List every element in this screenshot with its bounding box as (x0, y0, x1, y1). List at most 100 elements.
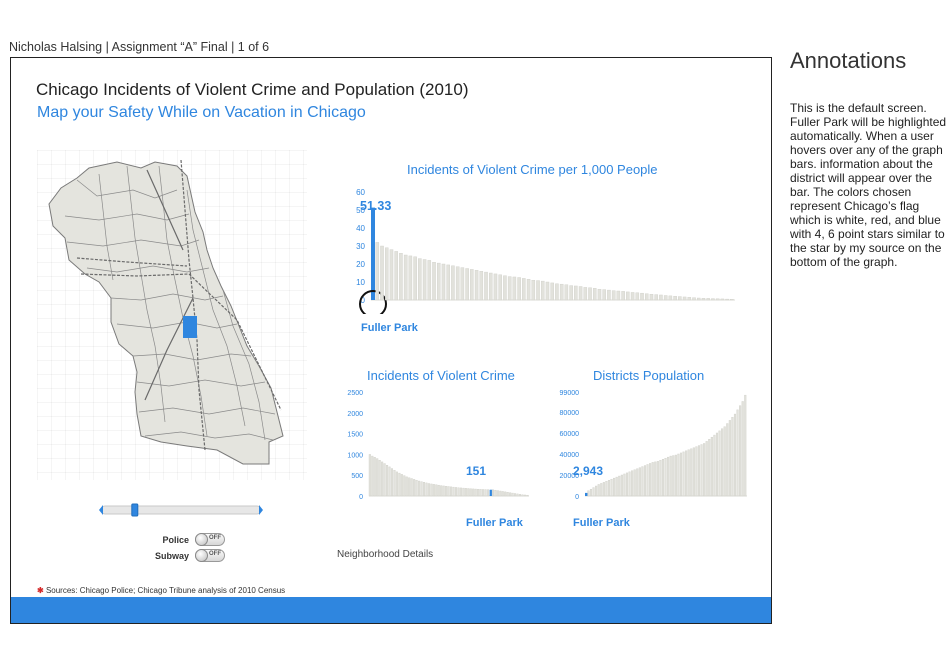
bar-52[interactable] (718, 430, 721, 497)
bar-62[interactable] (744, 394, 747, 497)
bar-60[interactable] (739, 405, 742, 497)
bar-27[interactable] (654, 461, 657, 497)
bar-59[interactable] (514, 493, 517, 497)
bar-15[interactable] (623, 473, 626, 497)
bar-45[interactable] (700, 444, 703, 497)
bar-52[interactable] (496, 490, 499, 497)
bar-22[interactable] (422, 482, 426, 497)
bar-10[interactable] (610, 478, 613, 497)
bar-33[interactable] (526, 279, 531, 301)
bar-45[interactable] (479, 489, 482, 497)
bar-42[interactable] (692, 447, 695, 497)
bar-31[interactable] (517, 277, 521, 301)
bar-7[interactable] (403, 254, 408, 301)
bar-61[interactable] (741, 401, 744, 497)
bar-5[interactable] (394, 251, 398, 301)
bar-8[interactable] (388, 466, 391, 497)
slider-track[interactable] (100, 505, 262, 515)
bar-6[interactable] (383, 463, 386, 497)
bar-17[interactable] (628, 471, 631, 497)
slider-left-cap-icon[interactable] (99, 505, 103, 515)
chicago-map[interactable] (37, 150, 307, 480)
bar-44[interactable] (578, 286, 583, 301)
bar-23[interactable] (643, 465, 647, 497)
bar-60[interactable] (516, 493, 519, 497)
bar-38[interactable] (462, 487, 465, 497)
bar-46[interactable] (703, 443, 706, 497)
map-city-outline[interactable] (48, 161, 284, 465)
bar-6[interactable] (399, 252, 403, 301)
bar-54[interactable] (501, 491, 504, 497)
bar-46[interactable] (588, 287, 592, 301)
bar-62[interactable] (663, 295, 668, 301)
bar-32[interactable] (522, 278, 526, 301)
bar-20[interactable] (465, 268, 469, 301)
bar-43[interactable] (695, 446, 698, 497)
bar-25[interactable] (488, 272, 493, 301)
bar-37[interactable] (545, 281, 550, 301)
bar-13[interactable] (400, 474, 403, 497)
bar-24[interactable] (484, 271, 488, 301)
bar-21[interactable] (470, 269, 474, 301)
timeline-slider[interactable] (97, 501, 265, 519)
slider-thumb[interactable] (131, 503, 139, 517)
bar-7[interactable] (386, 465, 389, 497)
bar-42[interactable] (569, 285, 573, 301)
bar-11[interactable] (422, 259, 427, 301)
bar-67[interactable] (687, 297, 692, 301)
bar-55[interactable] (630, 292, 635, 301)
bar-26[interactable] (493, 273, 498, 301)
bar-23[interactable] (479, 270, 484, 301)
bar-53[interactable] (499, 490, 502, 497)
bar-41[interactable] (469, 488, 472, 497)
bar-17[interactable] (410, 478, 413, 497)
bar-59[interactable] (736, 409, 739, 497)
bar-57[interactable] (731, 417, 734, 497)
bar-4[interactable] (389, 249, 394, 301)
bar-27[interactable] (498, 274, 502, 301)
bar-3[interactable] (384, 247, 389, 301)
bar-7[interactable] (602, 482, 605, 497)
bar-19[interactable] (460, 267, 465, 301)
bar-35[interactable] (454, 487, 458, 497)
bar-28[interactable] (437, 484, 440, 497)
bar-64[interactable] (673, 296, 677, 301)
bar-71[interactable] (706, 298, 710, 301)
bar-31[interactable] (445, 486, 448, 497)
bar-32[interactable] (447, 486, 450, 497)
bar-35[interactable] (536, 280, 540, 301)
bar-14[interactable] (436, 262, 441, 301)
bar-76[interactable] (730, 299, 734, 301)
bar-61[interactable] (518, 494, 522, 497)
bar-54[interactable] (723, 426, 726, 497)
bar-58[interactable] (511, 492, 514, 497)
bar-15[interactable] (441, 263, 446, 301)
bar-36[interactable] (540, 280, 545, 301)
bar-24[interactable] (427, 483, 430, 497)
bar-65[interactable] (678, 296, 682, 301)
bar-36[interactable] (677, 453, 680, 497)
bar-16[interactable] (625, 472, 629, 497)
bar-12[interactable] (615, 476, 618, 497)
chart-violent-crime-incidents[interactable]: 0 500 1000 1500 2000 2500 (333, 384, 533, 504)
bar-1[interactable] (371, 455, 374, 497)
bar-58[interactable] (644, 293, 649, 301)
bar-6[interactable] (600, 483, 603, 497)
bar-21[interactable] (638, 467, 641, 497)
bar-16[interactable] (408, 477, 411, 497)
bar-43[interactable] (474, 488, 477, 497)
bar-30[interactable] (661, 459, 665, 497)
bar-21[interactable] (420, 481, 423, 497)
bar-18[interactable] (631, 470, 634, 497)
bar-53[interactable] (621, 291, 625, 301)
bar-26[interactable] (432, 484, 435, 497)
bar-73[interactable] (715, 298, 720, 301)
map-districts[interactable] (48, 159, 284, 465)
bar-51[interactable] (494, 489, 497, 497)
bar-18[interactable] (455, 266, 460, 301)
bar-8[interactable] (605, 481, 608, 497)
bar-62[interactable] (521, 494, 524, 497)
bar-23[interactable] (425, 482, 428, 497)
bar-49[interactable] (602, 289, 606, 301)
bar-14[interactable] (403, 475, 406, 497)
